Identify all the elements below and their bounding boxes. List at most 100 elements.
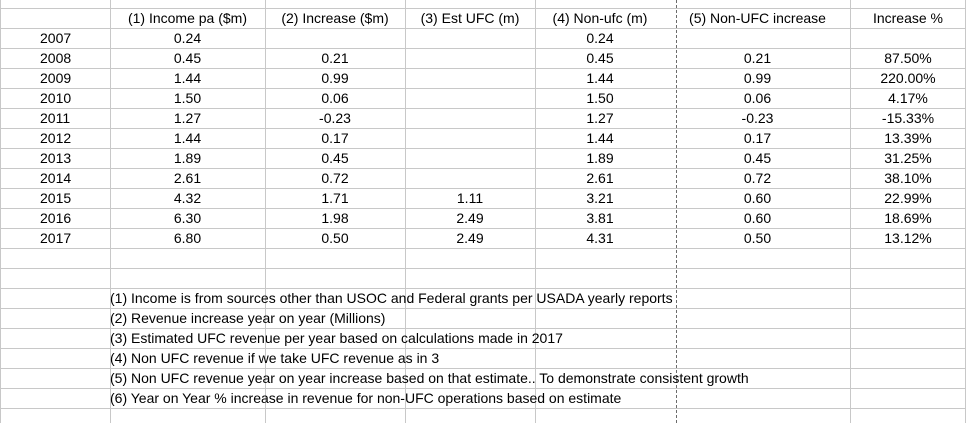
- cell-increase-pct[interactable]: 4.17%: [888, 90, 928, 106]
- grid-row-line: [0, 148, 966, 149]
- cell-income[interactable]: 1.50: [173, 90, 202, 106]
- cell-non-ufc-increase[interactable]: 0.50: [743, 230, 772, 246]
- cell-increase[interactable]: 1.71: [321, 190, 349, 206]
- cell-year[interactable]: 2013: [40, 150, 72, 166]
- cell-est-ufc[interactable]: 1.11: [456, 190, 484, 206]
- cell-year[interactable]: 2007: [40, 30, 72, 46]
- cell-increase[interactable]: 0.50: [321, 230, 349, 246]
- cell-non-ufc-increase[interactable]: 0.60: [743, 190, 772, 206]
- cell-income[interactable]: 0.24: [173, 30, 202, 46]
- cell-non-ufc-increase[interactable]: -0.23: [741, 110, 774, 126]
- cell-increase-pct[interactable]: 31.25%: [884, 150, 932, 166]
- cell-non-ufc-increase[interactable]: [665, 28, 850, 48]
- cell-increase[interactable]: 0.21: [321, 50, 349, 66]
- cell-non-ufc-increase[interactable]: 0.21: [743, 50, 772, 66]
- cell-est-ufc[interactable]: [405, 88, 535, 108]
- cell-income[interactable]: 4.32: [173, 190, 202, 206]
- cell-increase-pct[interactable]: [850, 28, 966, 48]
- note-3[interactable]: (3) Estimated UFC revenue per year based…: [110, 330, 563, 346]
- header-non-ufc[interactable]: (4) Non-ufc (m): [552, 10, 648, 26]
- cell-increase-pct[interactable]: 13.39%: [884, 130, 932, 146]
- cell-income[interactable]: 6.80: [173, 230, 202, 246]
- cell-non-ufc[interactable]: 0.24: [586, 30, 614, 46]
- grid-row-line: [0, 388, 966, 389]
- cell-non-ufc[interactable]: 3.21: [586, 190, 614, 206]
- cell-year[interactable]: 2008: [40, 50, 72, 66]
- cell-increase[interactable]: 1.98: [321, 210, 349, 226]
- cell-year[interactable]: 2010: [40, 90, 72, 106]
- grid-column-line: [265, 0, 266, 423]
- header-est-ufc[interactable]: (3) Est UFC (m): [420, 10, 520, 26]
- cell-increase-pct[interactable]: 13.12%: [884, 230, 932, 246]
- header-non-ufc-increase[interactable]: (5) Non-UFC increase: [689, 10, 826, 26]
- cell-est-ufc[interactable]: 2.49: [456, 210, 484, 226]
- cell-year[interactable]: 2009: [40, 70, 72, 86]
- cell-est-ufc[interactable]: [405, 108, 535, 128]
- cell-non-ufc-increase[interactable]: 0.45: [743, 150, 772, 166]
- cell-non-ufc-increase[interactable]: 0.72: [743, 170, 772, 186]
- cell-increase[interactable]: 0.99: [321, 70, 349, 86]
- cell-increase-pct[interactable]: 38.10%: [884, 170, 932, 186]
- note-1[interactable]: (1) Income is from sources other than US…: [110, 290, 673, 306]
- cell-increase[interactable]: 0.72: [321, 170, 349, 186]
- cell-increase[interactable]: [265, 28, 405, 48]
- cell-income[interactable]: 1.27: [173, 110, 202, 126]
- grid-row-line: [0, 228, 966, 229]
- header-income[interactable]: (1) Income pa ($m): [127, 10, 248, 26]
- cell-year[interactable]: 2014: [40, 170, 72, 186]
- cell-increase-pct[interactable]: 87.50%: [884, 50, 932, 66]
- cell-non-ufc[interactable]: 1.50: [586, 90, 614, 106]
- cell-year[interactable]: 2012: [40, 130, 72, 146]
- cell-year[interactable]: 2017: [40, 230, 72, 246]
- cell-increase-pct[interactable]: 18.69%: [884, 210, 932, 226]
- grid-row-line: [0, 408, 966, 409]
- note-6[interactable]: (6) Year on Year % increase in revenue f…: [110, 390, 622, 406]
- cell-income[interactable]: 1.89: [173, 150, 202, 166]
- note-2[interactable]: (2) Revenue increase year on year (Milli…: [110, 310, 386, 326]
- grid-row-line: [0, 168, 966, 169]
- cell-non-ufc[interactable]: 2.61: [586, 170, 614, 186]
- cell-est-ufc[interactable]: [405, 128, 535, 148]
- note-4[interactable]: (4) Non UFC revenue if we take UFC reven…: [110, 350, 440, 366]
- cell-increase[interactable]: 0.06: [321, 90, 349, 106]
- cell-increase-pct[interactable]: 220.00%: [880, 70, 936, 86]
- grid-row-line: [0, 248, 966, 249]
- cell-non-ufc[interactable]: 1.89: [586, 150, 614, 166]
- grid-column-line: [110, 0, 111, 423]
- header-increase-pct[interactable]: Increase %: [872, 10, 944, 26]
- grid-row-line: [0, 308, 966, 309]
- cell-non-ufc-increase[interactable]: 0.06: [743, 90, 772, 106]
- cell-non-ufc-increase[interactable]: 0.99: [743, 70, 772, 86]
- cell-est-ufc[interactable]: [405, 28, 535, 48]
- cell-est-ufc[interactable]: [405, 168, 535, 188]
- cell-est-ufc[interactable]: [405, 148, 535, 168]
- cell-non-ufc[interactable]: 1.44: [586, 130, 614, 146]
- cell-non-ufc-increase[interactable]: 0.60: [743, 210, 772, 226]
- cell-est-ufc[interactable]: [405, 48, 535, 68]
- cell-increase-pct[interactable]: -15.33%: [881, 110, 935, 126]
- cell-non-ufc[interactable]: 1.27: [586, 110, 614, 126]
- cell-income[interactable]: 2.61: [173, 170, 202, 186]
- cell-income[interactable]: 1.44: [173, 130, 202, 146]
- cell-non-ufc[interactable]: 0.45: [586, 50, 614, 66]
- cell-non-ufc[interactable]: 3.81: [586, 210, 614, 226]
- note-5[interactable]: (5) Non UFC revenue year on year increas…: [110, 370, 749, 386]
- cell-income[interactable]: 1.44: [173, 70, 202, 86]
- cell-income[interactable]: 0.45: [173, 50, 202, 66]
- grid-row-line: [0, 68, 966, 69]
- cell-year[interactable]: 2011: [40, 110, 71, 126]
- cell-income[interactable]: 6.30: [173, 210, 202, 226]
- cell-non-ufc[interactable]: 4.31: [586, 230, 614, 246]
- cell-non-ufc[interactable]: 1.44: [586, 70, 614, 86]
- cell-increase[interactable]: 0.45: [321, 150, 349, 166]
- cell-year[interactable]: 2015: [40, 190, 72, 206]
- cell-non-ufc-increase[interactable]: 0.17: [743, 130, 772, 146]
- cell-est-ufc[interactable]: 2.49: [456, 230, 484, 246]
- cell-increase[interactable]: 0.17: [321, 130, 349, 146]
- cell-year[interactable]: 2016: [40, 210, 72, 226]
- cell-increase-pct[interactable]: 22.99%: [884, 190, 932, 206]
- header-increase[interactable]: (2) Increase ($m): [281, 10, 389, 26]
- cell-increase[interactable]: -0.23: [319, 110, 351, 126]
- cell-est-ufc[interactable]: [405, 68, 535, 88]
